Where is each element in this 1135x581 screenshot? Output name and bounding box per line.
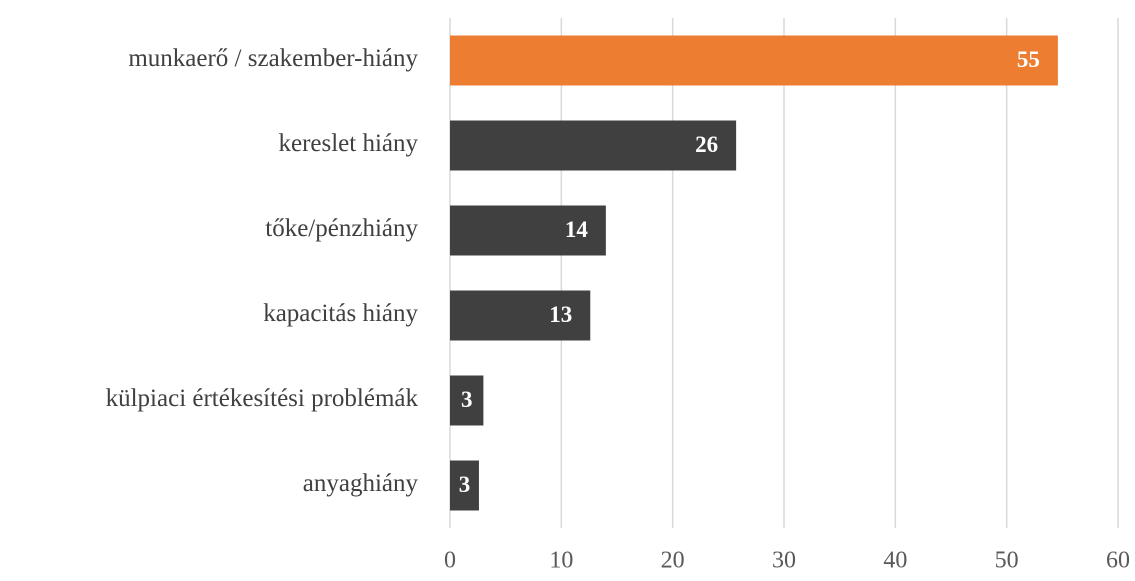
bar: [450, 290, 591, 341]
x-tick-label: 60: [1106, 548, 1130, 574]
y-tick-label: kapacitás hiány: [263, 300, 418, 327]
bar: [450, 35, 1058, 86]
data-label: 26: [695, 132, 718, 157]
y-tick-label: külpiaci értékesítési problémák: [106, 385, 419, 412]
x-tick-label: 30: [772, 548, 796, 574]
bar: [450, 205, 606, 256]
y-tick-label: munkaerő / szakember-hiány: [128, 45, 418, 72]
data-label: 13: [549, 302, 572, 327]
x-tick-label: 0: [444, 548, 456, 574]
y-tick-label: kereslet hiány: [278, 130, 418, 157]
data-label: 3: [461, 387, 473, 412]
y-tick-label: anyaghiány: [303, 470, 419, 497]
y-tick-label: tőke/pénzhiány: [265, 215, 418, 242]
x-tick-label: 10: [549, 548, 573, 574]
x-tick-label: 50: [995, 548, 1019, 574]
data-label: 14: [565, 217, 589, 242]
data-label: 3: [459, 472, 471, 497]
bar: [450, 375, 484, 426]
x-tick-label: 20: [661, 548, 685, 574]
bar: [450, 120, 737, 171]
x-tick-label: 40: [883, 548, 907, 574]
data-label: 55: [1017, 47, 1040, 72]
bar: [450, 460, 479, 511]
